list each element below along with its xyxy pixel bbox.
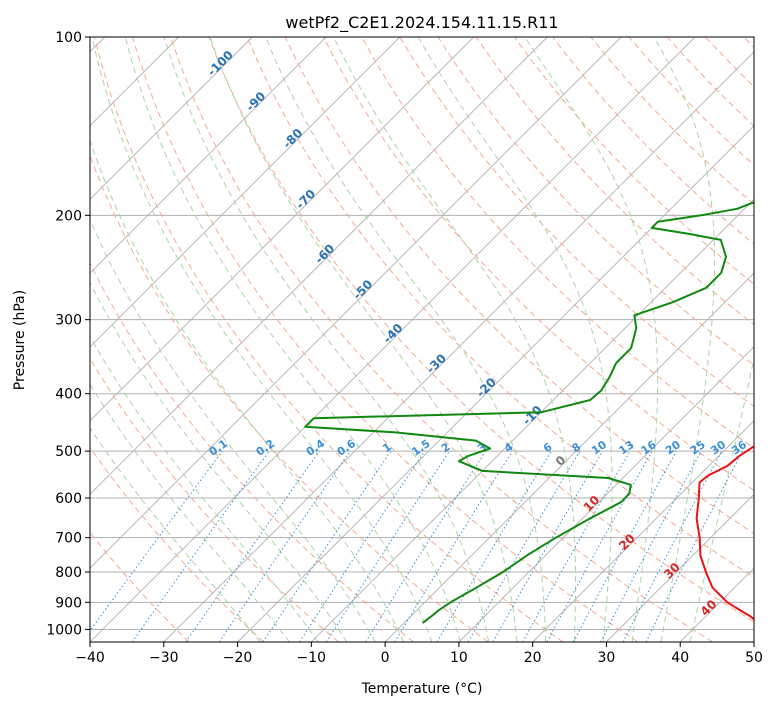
x-tick-label: −30 [149,650,179,666]
x-tick-label: 30 [598,650,616,666]
y-tick-label: 900 [55,595,82,611]
y-tick-label: 1000 [46,622,82,638]
y-tick-label: 100 [55,30,82,46]
x-tick-label: 10 [450,650,468,666]
x-tick-label: −10 [297,650,327,666]
y-tick-label: 600 [55,491,82,507]
x-tick-label: −20 [223,650,253,666]
y-tick-label: 400 [55,387,82,403]
x-tick-label: −40 [75,650,105,666]
chart-title: wetPf2_C2E1.2024.154.11.15.R11 [285,13,558,33]
x-tick-label: 20 [524,650,542,666]
x-tick-label: 40 [671,650,689,666]
y-tick-label: 700 [55,531,82,547]
y-tick-label: 300 [55,313,82,329]
y-tick-label: 800 [55,565,82,581]
x-tick-label: 0 [381,650,390,666]
x-tick-label: 50 [745,650,763,666]
y-tick-label: 500 [55,444,82,460]
y-axis-label: Pressure (hPa) [12,290,28,390]
x-axis-label: Temperature (°C) [361,681,483,697]
y-tick-label: 200 [55,208,82,224]
